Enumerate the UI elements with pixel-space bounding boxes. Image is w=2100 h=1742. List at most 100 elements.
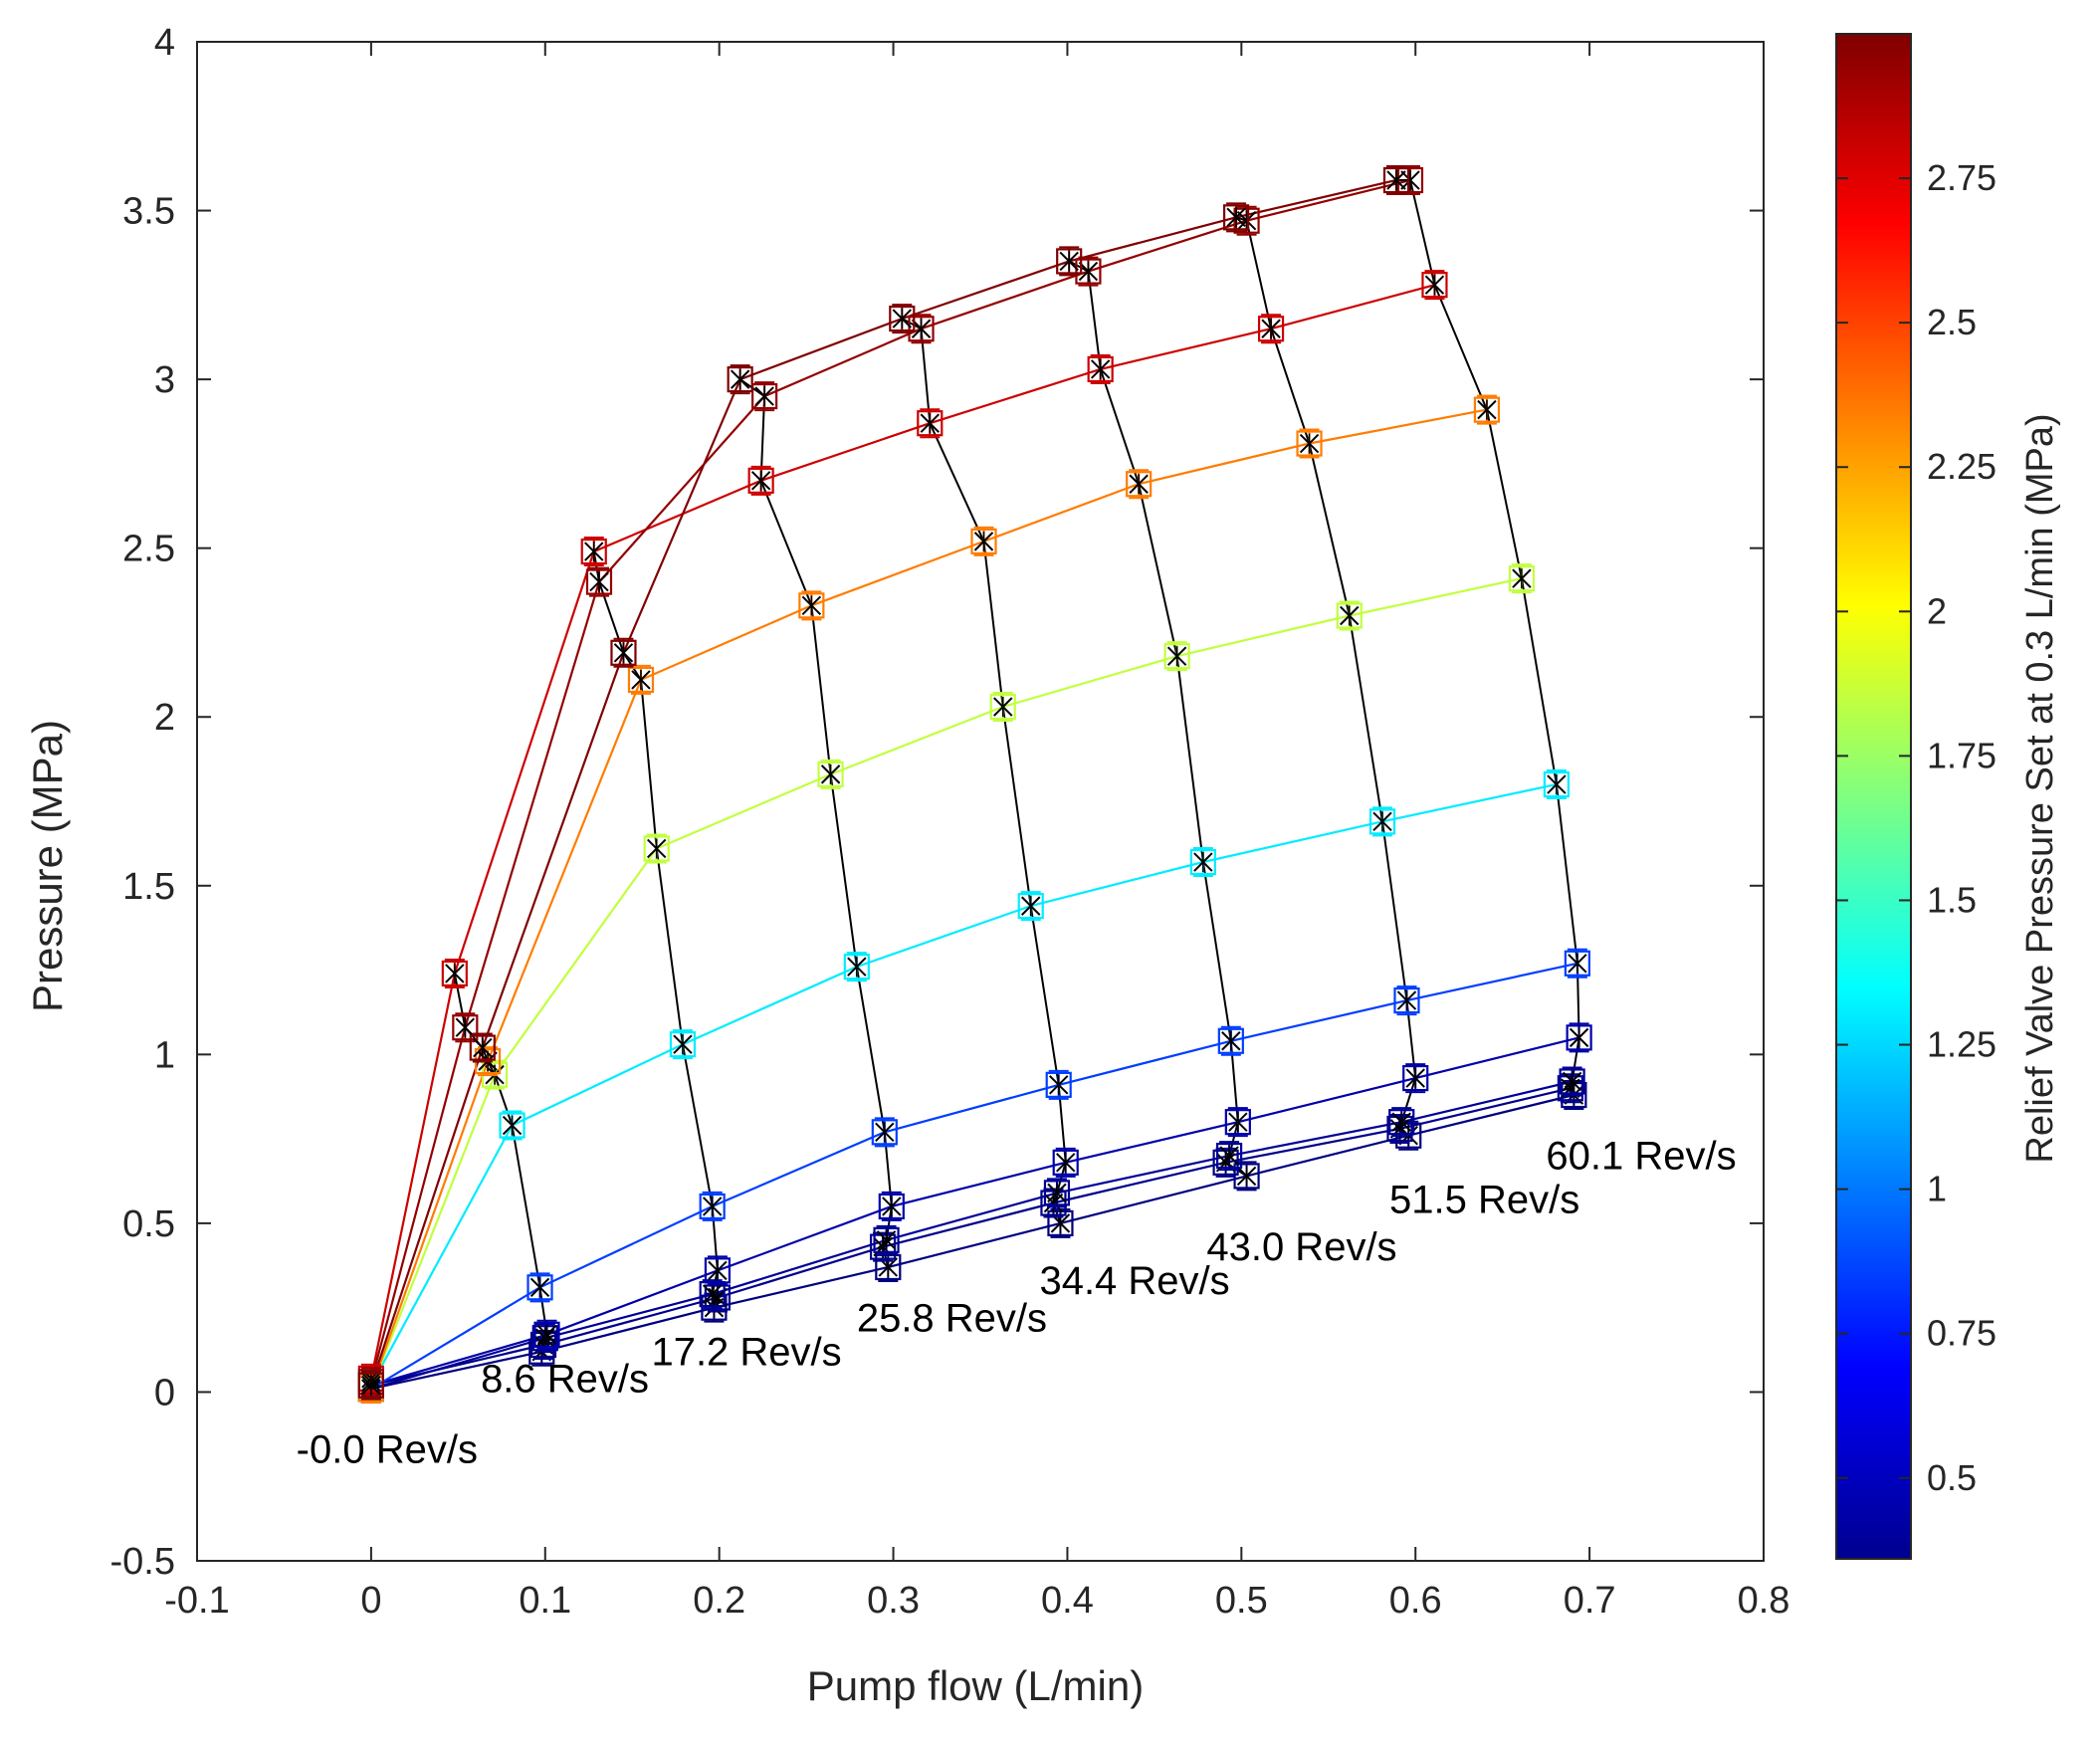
series-line <box>369 577 1523 1390</box>
axes-layer: -0.1 0 0.1 0.2 0.3 0.4 0.5 0.6 0.7 0.8 -0.5 0 0.5 1 1.… <box>110 22 1790 1622</box>
colorbar-tick-label: 2.75 <box>1927 157 1996 198</box>
y-tick-label: 3.5 <box>122 191 175 233</box>
y-tick-label: 4 <box>154 22 175 64</box>
speed-label: 8.6 Rev/s <box>481 1357 649 1401</box>
data-point <box>1508 563 1536 594</box>
data-point <box>610 637 637 668</box>
data-point <box>1087 353 1114 384</box>
speed-label: 60.1 Rev/s <box>1546 1135 1736 1179</box>
data-point <box>747 465 774 496</box>
x-tick-label: 0.1 <box>519 1580 571 1622</box>
series-line <box>369 284 1435 1380</box>
colorbar-tick-label: 2.5 <box>1927 302 1977 342</box>
y-tick-label: 2 <box>154 697 175 739</box>
data-point <box>1043 1178 1071 1208</box>
colorbar-tick-label: 1.25 <box>1927 1024 1996 1065</box>
data-point <box>1402 1063 1429 1094</box>
x-tick-label: -0.1 <box>164 1580 229 1622</box>
y-tick-label: 1 <box>154 1034 175 1076</box>
x-tick-label: 0.2 <box>693 1580 745 1622</box>
data-point <box>1233 1161 1260 1192</box>
colorbar-gradient <box>1835 33 1912 1560</box>
data-point <box>1543 769 1570 800</box>
data-point <box>452 1012 479 1043</box>
data-point <box>357 1370 384 1401</box>
speed-label: 51.5 Rev/s <box>1389 1179 1579 1222</box>
data-point <box>1045 1069 1072 1100</box>
data-point <box>699 1191 726 1221</box>
data-point <box>1047 1207 1074 1238</box>
data-point <box>1224 1107 1251 1138</box>
x-tick-label: 0.4 <box>1041 1580 1094 1622</box>
data-point <box>817 759 844 789</box>
markers-layer <box>357 165 1592 1405</box>
colorbar-tick-label: 0.75 <box>1927 1313 1996 1354</box>
x-tick-label: 0.5 <box>1215 1580 1268 1622</box>
data-point <box>843 952 870 982</box>
data-point <box>704 1255 732 1286</box>
y-tick-label: 0.5 <box>122 1203 175 1245</box>
axes-box <box>196 41 1765 1562</box>
series-layer <box>369 178 1579 1391</box>
data-point <box>469 1032 496 1063</box>
data-point <box>1056 246 1083 277</box>
colorbar-tick-label: 0.5 <box>1927 1457 1977 1498</box>
series-line <box>370 1093 1575 1391</box>
data-point <box>989 692 1016 723</box>
data-point <box>499 1110 525 1141</box>
data-point <box>1075 256 1102 287</box>
data-point <box>1233 205 1260 236</box>
x-tick-label: 0.3 <box>867 1580 920 1622</box>
data-point <box>1017 891 1044 922</box>
speed-line <box>1396 179 1580 1096</box>
data-point <box>871 1117 898 1148</box>
series-line <box>369 178 1411 1383</box>
x-tick-label: 0.8 <box>1738 1580 1790 1622</box>
data-point <box>1336 600 1363 631</box>
speed-label: 25.8 Rev/s <box>857 1296 1047 1340</box>
speed-line <box>901 318 1067 1224</box>
data-point <box>1421 270 1448 301</box>
colorbar-tick-label: 2.25 <box>1927 446 1996 487</box>
y-tick-label: 3 <box>154 359 175 401</box>
colorbar: 0.5 0.75 1 1.25 1.5 1.75 2 2.25 2.5 2.75 <box>1835 33 1996 1560</box>
data-point <box>531 1323 558 1354</box>
colorbar-title: Relief Valve Pressure Set at 0.3 L/min (… <box>2019 413 2061 1163</box>
data-point <box>533 1319 560 1350</box>
data-point <box>970 526 997 556</box>
data-point <box>1388 1107 1415 1138</box>
data-point <box>627 664 655 695</box>
data-point <box>873 1224 900 1255</box>
colorbar-tick-label: 1 <box>1927 1169 1947 1209</box>
speed-label: 17.2 Rev/s <box>651 1330 841 1374</box>
colorbar-tick-label: 1.5 <box>1927 879 1977 920</box>
speed-line <box>1235 216 1417 1137</box>
data-point <box>585 566 613 597</box>
data-point <box>1564 948 1590 979</box>
data-point <box>1393 985 1420 1016</box>
data-point <box>1559 1066 1585 1097</box>
data-point <box>875 1251 902 1282</box>
data-point <box>1189 847 1216 878</box>
data-point <box>917 408 944 439</box>
x-tick-label: 0 <box>360 1580 381 1622</box>
data-point <box>1163 641 1190 672</box>
data-point <box>526 1272 553 1303</box>
data-point <box>1215 1141 1243 1172</box>
y-tick-label: 0 <box>154 1372 175 1414</box>
y-tick-label: 1.5 <box>122 866 175 908</box>
series-line <box>370 1036 1579 1387</box>
speed-label: 34.4 Rev/s <box>1039 1259 1229 1303</box>
y-tick-label: -0.5 <box>110 1541 175 1583</box>
data-point <box>889 304 916 334</box>
data-point <box>643 833 670 864</box>
data-point <box>727 364 753 395</box>
x-tick-label: 0.7 <box>1564 1580 1616 1622</box>
speed-line <box>739 378 893 1268</box>
data-point <box>798 590 825 621</box>
data-point <box>1473 394 1501 425</box>
speed-labels-layer: -0.0 Rev/s8.6 Rev/s17.2 Rev/s 25.8 Rev/s3… <box>297 1135 1737 1472</box>
data-point <box>441 958 468 988</box>
y-tick-label: 2.5 <box>122 529 175 570</box>
data-point <box>1217 1025 1244 1056</box>
